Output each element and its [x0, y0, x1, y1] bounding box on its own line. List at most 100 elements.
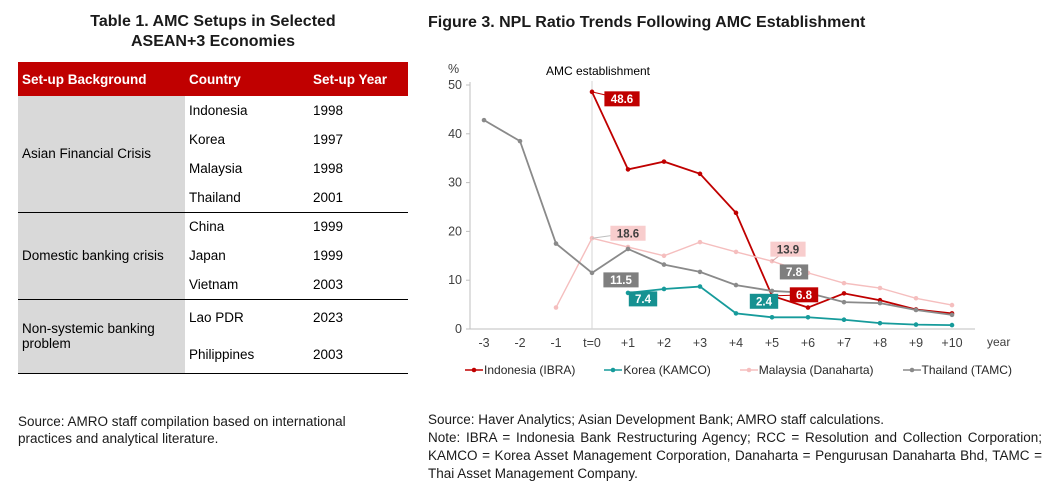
figure-note-text: Note: IBRA = Indonesia Bank Restructurin… [428, 430, 1042, 481]
y-tick-label: 0 [455, 322, 462, 336]
setup-background-cell: Non-systemic banking problem [18, 298, 185, 373]
y-tick-label: 30 [448, 176, 462, 190]
npl-ratio-chart: 0 10 20 30 40 50% -3 -2 -1 t=0 +1 +2 +3 +4 +5 +6 +7 +8 +9 +… [428, 55, 1028, 360]
legend-item: Thailand (TAMC) [902, 363, 1012, 377]
data-point [733, 282, 739, 288]
data-point [805, 305, 811, 310]
data-point [805, 314, 811, 320]
figure-title: Figure 3. NPL Ratio Trends Following AMC… [428, 14, 866, 31]
setup-background-cell: Asian Financial Crisis [18, 96, 185, 212]
series-line-korea-kamco [627, 285, 953, 326]
y-axis-unit-label: % [448, 62, 459, 76]
series-line-thailand-tamc [483, 119, 953, 316]
x-tick-label: +7 [837, 336, 851, 350]
data-point [913, 322, 919, 327]
figure-notes: Source: Haver Analytics; Asian Developme… [428, 411, 1042, 483]
table-row: Asian Financial Crisis Indonesia 1998 [18, 96, 408, 212]
country-cell: Lao PDR [185, 298, 309, 336]
x-tick-label: +9 [909, 336, 923, 350]
data-point [841, 299, 847, 305]
data-point [913, 295, 919, 301]
x-tick-label: -1 [550, 336, 561, 350]
data-label-text: 2.4 [756, 296, 773, 308]
country-cell: China [185, 211, 309, 241]
country-cell: Korea [185, 125, 309, 154]
data-point [697, 269, 703, 275]
data-point [913, 307, 919, 313]
data-point [949, 322, 955, 328]
data-point [697, 284, 703, 289]
data-label-text: 7.8 [786, 267, 803, 279]
legend-label: Thailand (TAMC) [921, 363, 1012, 377]
x-tick-label: +6 [801, 336, 815, 350]
x-tick-label: +1 [621, 336, 635, 350]
data-label-text: 6.8 [796, 290, 813, 302]
data-point [877, 320, 883, 326]
setup-year-cell: 2003 [309, 336, 408, 373]
chart-svg: 0 10 20 30 40 50% -3 -2 -1 t=0 +1 +2 +3 +4 +5 +6 +7 +8 +9 +… [448, 62, 1010, 350]
data-point [517, 138, 523, 144]
amc-setups-table: Set-up Background Country Set-up Year As… [18, 62, 408, 374]
data-label-text: 11.5 [610, 275, 632, 287]
data-point [769, 314, 775, 320]
data-point [661, 159, 667, 164]
data-point [661, 286, 667, 292]
data-label-box [770, 241, 806, 257]
y-tick-label: 40 [448, 127, 462, 141]
country-cell: Malaysia [185, 154, 309, 183]
header-setup-background: Set-up Background [18, 62, 185, 96]
legend-marker-icon [604, 367, 623, 373]
table-header-row: Set-up Background Country Set-up Year [18, 62, 408, 96]
table-row: Thailand 2001 [18, 183, 408, 212]
data-point [625, 246, 631, 252]
x-tick-label: -2 [514, 336, 525, 350]
legend-marker-icon [902, 367, 921, 373]
data-label-text: 7.4 [635, 294, 652, 306]
legend-label: Korea (KAMCO) [623, 363, 711, 377]
data-label-box [628, 291, 658, 307]
x-tick-label: +5 [765, 336, 779, 350]
setup-year-cell: 1998 [309, 96, 408, 125]
country-cell: Philippines [185, 336, 309, 373]
data-point [949, 312, 955, 318]
table-title-line1: Table 1. AMC Setups in Selected [90, 13, 336, 30]
data-point [733, 210, 739, 216]
country-cell: Indonesia [185, 96, 309, 125]
y-tick-label: 10 [448, 273, 462, 287]
setup-year-cell: 1999 [309, 241, 408, 270]
figure-source-text: Source: Haver Analytics; Asian Developme… [428, 412, 884, 427]
table-row: Japan 1999 [18, 241, 408, 270]
data-label-box [789, 287, 819, 303]
setup-year-cell: 2001 [309, 183, 408, 212]
country-cell: Vietnam [185, 270, 309, 299]
amc-table-body: Asian Financial Crisis Indonesia 1998 Korea… [18, 96, 408, 373]
series-line-indonesia-ibra [591, 91, 953, 315]
y-tick-label: 50 [448, 78, 462, 92]
x-tick-label: +4 [729, 336, 743, 350]
x-tick-label: +10 [941, 336, 962, 350]
data-point [481, 117, 487, 123]
x-axis-unit-label: year [987, 335, 1010, 349]
data-point [661, 253, 667, 259]
data-point [841, 280, 847, 286]
header-country: Country [185, 62, 309, 96]
data-point [733, 249, 739, 255]
data-point [625, 167, 631, 172]
setup-year-cell: 1999 [309, 211, 408, 241]
data-point [661, 262, 667, 267]
legend-item: Malaysia (Danaharta) [739, 363, 874, 377]
legend-marker-icon [739, 367, 758, 373]
table-row: Vietnam 2003 [18, 270, 408, 299]
data-label-box [603, 272, 639, 288]
data-point [769, 288, 775, 294]
setup-year-cell: 1997 [309, 125, 408, 154]
data-point [589, 270, 595, 276]
setup-year-cell: 2003 [309, 270, 408, 299]
data-point [949, 302, 955, 308]
legend-marker-icon [465, 367, 484, 373]
data-label-text: 13.9 [777, 244, 799, 256]
chart-legend: Indonesia (IBRA) Korea (KAMCO) Malaysia (D… [438, 363, 1038, 377]
header-setup-year: Set-up Year [309, 62, 408, 96]
amc-establishment-annotation: AMC establishment [546, 64, 651, 78]
